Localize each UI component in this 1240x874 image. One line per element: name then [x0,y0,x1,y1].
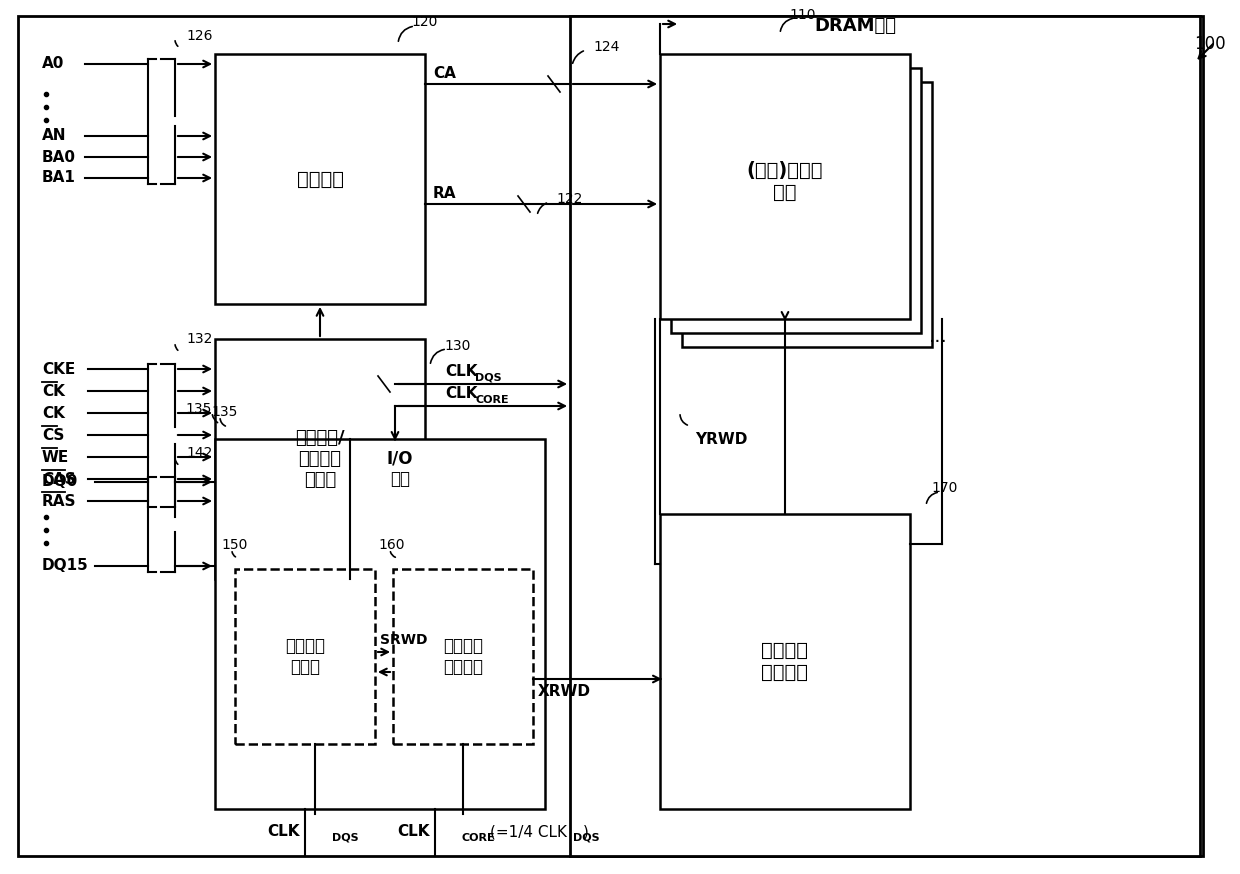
Text: BA1: BA1 [42,170,76,185]
Text: CK: CK [42,406,64,420]
Text: CLK: CLK [268,824,300,840]
Text: DQ15: DQ15 [42,558,89,573]
Text: 142: 142 [186,446,212,460]
Text: DQS: DQS [332,833,358,843]
Text: CAS: CAS [42,471,76,487]
Text: (多个)存储器
阵列: (多个)存储器 阵列 [746,161,823,202]
Text: DQS: DQS [573,833,600,843]
Bar [215,54,425,304]
Text: I/O
缓冲: I/O 缓冲 [387,449,413,489]
Text: RAS: RAS [42,494,77,509]
Text: AN: AN [42,128,67,143]
Text: DRAM器件: DRAM器件 [813,17,897,35]
Bar [570,16,1200,856]
Text: CORE: CORE [475,395,508,405]
Text: XRWD: XRWD [538,683,591,698]
Text: 寻址逻辑: 寻址逻辑 [296,170,343,189]
Text: DQ0: DQ0 [42,475,78,489]
Text: WE: WE [42,449,69,464]
Text: 135: 135 [186,402,212,416]
Text: (=1/4 CLK: (=1/4 CLK [490,824,567,840]
Text: CKE: CKE [42,362,76,377]
Bar [682,82,932,347]
Text: 126: 126 [186,29,212,43]
Text: 160: 160 [378,538,405,552]
Text: 150: 150 [222,538,248,552]
Text: 简化缓冲
器逻辑: 简化缓冲 器逻辑 [285,637,325,676]
Text: RA: RA [433,186,456,202]
Text: CLK: CLK [445,364,477,379]
Bar [393,569,533,744]
Text: ): ) [583,824,589,840]
Text: CORE: CORE [463,833,496,843]
Text: CLK: CLK [398,824,430,840]
Text: 控制逻辑/
定时信号
发生器: 控制逻辑/ 定时信号 发生器 [295,429,345,489]
Text: 智能阵列
切换逻辑: 智能阵列 切换逻辑 [761,641,808,682]
Text: 120: 120 [412,15,438,29]
Text: 124: 124 [593,40,619,54]
Text: 170: 170 [931,481,959,495]
Bar [236,569,374,744]
Text: 132: 132 [186,332,212,346]
Text: CA: CA [433,66,456,81]
Bar [215,339,425,579]
Text: CK: CK [42,384,64,399]
Bar [660,54,910,319]
Bar [671,68,921,333]
Text: CS: CS [42,427,64,442]
Text: 135: 135 [212,405,238,419]
Text: 122: 122 [556,192,583,206]
Text: A0: A0 [42,57,64,72]
Text: YRWD: YRWD [694,432,748,447]
Text: 130: 130 [445,339,471,353]
Text: CLK: CLK [445,386,477,401]
Text: ...: ... [929,328,947,346]
Text: DQS: DQS [475,373,502,383]
Bar [660,514,910,809]
Text: BA0: BA0 [42,149,76,164]
Bar [215,439,546,809]
Text: SRWD: SRWD [379,633,428,647]
Text: 110: 110 [790,8,816,22]
Text: 100: 100 [1194,35,1226,53]
Text: 近缓冲器
排序逻辑: 近缓冲器 排序逻辑 [443,637,484,676]
